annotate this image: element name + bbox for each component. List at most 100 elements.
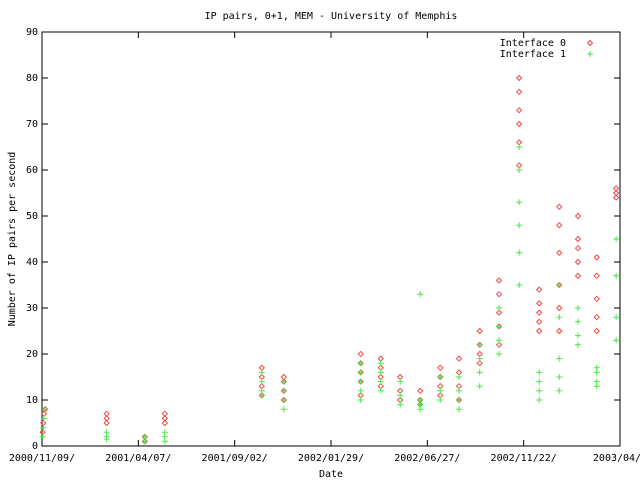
diamond-point bbox=[556, 304, 563, 312]
diamond-point bbox=[574, 258, 582, 266]
diamond-point bbox=[612, 185, 620, 192]
plus-point bbox=[40, 415, 47, 422]
diamond-point bbox=[593, 295, 600, 303]
plus-point bbox=[377, 360, 384, 367]
plus-point bbox=[496, 351, 503, 357]
plus-point bbox=[516, 199, 523, 206]
plus-point bbox=[397, 378, 404, 385]
diamond-point bbox=[574, 235, 582, 243]
x-tick-label: 2002/06/27/ bbox=[394, 453, 460, 464]
diamond-point bbox=[574, 272, 582, 280]
diamond-point bbox=[495, 277, 503, 284]
diamond-point bbox=[476, 359, 483, 367]
diamond-point bbox=[495, 290, 503, 298]
plus-point bbox=[280, 378, 287, 385]
y-axis-label: Number of IP pairs per second bbox=[7, 152, 18, 327]
plus-point bbox=[103, 429, 110, 436]
diamond-point bbox=[103, 415, 110, 422]
plus-point bbox=[258, 369, 265, 376]
plus-point bbox=[536, 397, 543, 403]
y-tick-label: 90 bbox=[26, 27, 38, 38]
plus-point bbox=[613, 236, 620, 242]
plus-point bbox=[574, 305, 581, 311]
diamond-point bbox=[476, 327, 483, 335]
diamond-point bbox=[535, 327, 543, 335]
plus-point bbox=[377, 369, 384, 376]
plus-point bbox=[357, 387, 364, 394]
plus-point bbox=[456, 406, 463, 413]
x-tick-label: 2001/04/07/ bbox=[105, 453, 171, 464]
plus-point bbox=[40, 424, 47, 431]
plus-point bbox=[280, 387, 287, 394]
y-tick-label: 50 bbox=[26, 211, 38, 222]
plus-point bbox=[377, 387, 384, 394]
plus-point bbox=[357, 369, 364, 376]
diamond-point bbox=[103, 419, 110, 427]
y-tick-label: 10 bbox=[26, 395, 38, 406]
plus-point bbox=[536, 378, 543, 385]
x-tick-label: 2002/01/29/ bbox=[298, 453, 364, 464]
y-tick-label: 60 bbox=[26, 165, 38, 176]
plus-point bbox=[437, 374, 444, 380]
diamond-point bbox=[515, 74, 523, 82]
plus-point bbox=[516, 282, 523, 288]
plus-point bbox=[417, 291, 424, 298]
plus-point bbox=[456, 387, 463, 394]
diamond-point bbox=[495, 341, 503, 349]
plus-point bbox=[161, 429, 168, 436]
plus-point bbox=[476, 369, 483, 376]
diamond-point bbox=[161, 415, 169, 422]
plus-point bbox=[280, 406, 287, 413]
diamond-point bbox=[417, 387, 424, 395]
plus-point bbox=[556, 355, 563, 362]
diamond-point bbox=[515, 88, 523, 96]
chart-title: IP pairs, 0+1, MEM - University of Memph… bbox=[205, 11, 458, 22]
diamond-point bbox=[515, 106, 523, 114]
diamond-point bbox=[593, 313, 600, 321]
plus-point bbox=[516, 249, 523, 256]
plus-point bbox=[496, 323, 503, 330]
y-tick-label: 40 bbox=[26, 257, 38, 268]
plus-point bbox=[357, 378, 364, 385]
diamond-point bbox=[535, 309, 543, 316]
legend-marker bbox=[587, 51, 593, 57]
plus-point bbox=[437, 387, 444, 394]
diamond-point bbox=[161, 419, 169, 427]
diamond-point bbox=[515, 120, 523, 128]
plus-point bbox=[556, 387, 563, 394]
y-tick-label: 30 bbox=[26, 303, 38, 314]
diamond-point bbox=[593, 327, 600, 335]
plus-point bbox=[258, 378, 265, 385]
plus-point bbox=[574, 318, 581, 325]
plus-point bbox=[574, 341, 581, 348]
legend-label: Interface 0 bbox=[500, 38, 566, 49]
diamond-point bbox=[437, 364, 444, 372]
plus-point bbox=[377, 378, 384, 385]
plus-point bbox=[556, 374, 563, 380]
y-tick-label: 80 bbox=[26, 73, 38, 84]
plus-point bbox=[417, 397, 424, 403]
diamond-point bbox=[556, 203, 563, 211]
x-tick-label: 2001/09/02/ bbox=[202, 453, 268, 464]
plus-point bbox=[516, 167, 523, 173]
plus-point bbox=[613, 272, 620, 279]
plus-point bbox=[437, 397, 444, 403]
x-tick-label: 2000/11/09/ bbox=[9, 453, 75, 464]
plus-point bbox=[258, 387, 265, 394]
plus-point bbox=[613, 337, 620, 344]
plus-point bbox=[574, 332, 581, 339]
plus-point bbox=[496, 337, 503, 344]
diamond-point bbox=[535, 286, 543, 293]
plus-point bbox=[556, 282, 563, 288]
plus-point bbox=[593, 378, 600, 385]
plus-point bbox=[536, 387, 543, 394]
x-tick-label: 2003/04/2 bbox=[593, 453, 640, 464]
diamond-point bbox=[357, 350, 364, 358]
plus-point bbox=[357, 360, 364, 367]
diamond-point bbox=[574, 212, 582, 220]
diamond-point bbox=[612, 189, 620, 197]
plus-point bbox=[593, 364, 600, 371]
plus-point bbox=[556, 314, 563, 321]
